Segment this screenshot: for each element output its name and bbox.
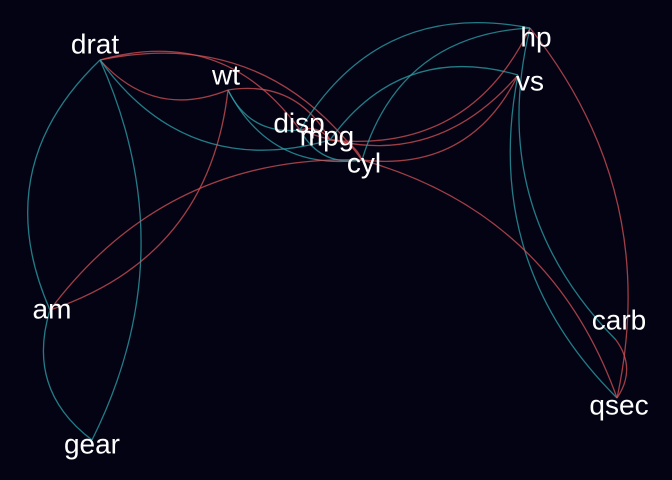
node-carb: carb <box>592 304 646 335</box>
edge-drat-am <box>27 59 101 311</box>
edge-cyl-am <box>49 159 363 311</box>
edge-drat-mpg <box>99 59 331 151</box>
edge-drat-disp <box>99 50 301 131</box>
edge-hp-cyl <box>361 27 531 161</box>
node-vs: vs <box>516 65 544 96</box>
edges-layer <box>27 21 629 441</box>
edge-cyl-qsec <box>361 159 618 399</box>
edge-hp-disp <box>299 21 531 131</box>
edge-disp-mpg <box>299 127 331 141</box>
edge-hp-carb <box>518 27 617 341</box>
edge-hp-mpg <box>329 27 531 143</box>
node-disp: disp <box>273 107 324 138</box>
node-cyl: cyl <box>347 147 381 178</box>
node-wt: wt <box>211 59 240 90</box>
node-drat: drat <box>71 28 119 59</box>
node-mpg: mpg <box>300 120 354 151</box>
edge-wt-am <box>49 89 229 311</box>
nodes-layer: drat wt hp vs disp mpg cyl am carb qsec … <box>33 21 649 459</box>
node-qsec: qsec <box>589 389 648 420</box>
edge-drat-wt <box>99 59 229 101</box>
edge-vs-mpg <box>329 65 519 141</box>
edge-drat-cyl <box>99 52 363 161</box>
node-am: am <box>33 293 72 324</box>
edge-vs-cyl <box>361 74 519 162</box>
edge-wt-cyl <box>227 89 363 163</box>
edge-carb-qsec <box>615 339 628 399</box>
node-hp: hp <box>520 21 551 52</box>
edge-wt-mpg <box>227 87 331 141</box>
node-gear: gear <box>64 428 120 459</box>
edge-drat-gear <box>91 59 142 441</box>
edge-vs-qsec <box>509 74 618 399</box>
edge-disp-cyl <box>299 129 363 162</box>
edge-hp-qsec <box>529 27 629 399</box>
edge-mpg-cyl <box>329 139 363 161</box>
edge-am-gear <box>42 309 93 441</box>
